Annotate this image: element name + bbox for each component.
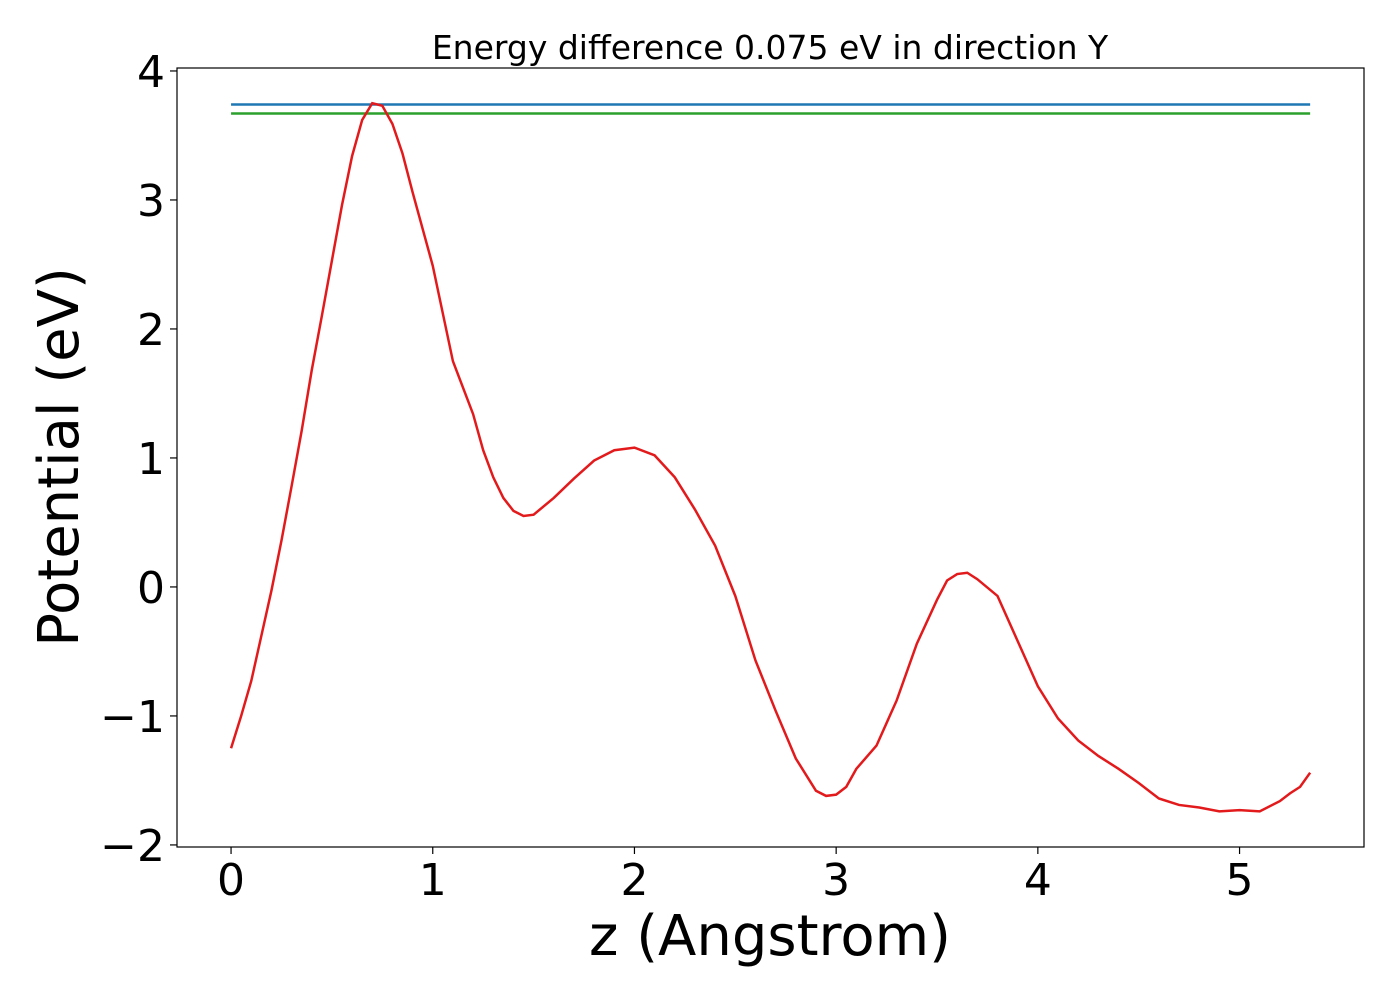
y-tick-label: 4	[137, 47, 165, 98]
plot-frame	[176, 67, 1365, 848]
y-tick-label: −1	[100, 692, 165, 743]
chart-title: Energy difference 0.075 eV in direction …	[432, 28, 1109, 67]
x-tick-label: 1	[419, 855, 447, 906]
y-tick-label: 0	[137, 563, 165, 614]
x-tick-label: 5	[1226, 855, 1254, 906]
line-series	[229, 101, 1312, 813]
x-axis-label: z (Angstrom)	[589, 904, 951, 969]
y-tick-label: 3	[137, 176, 165, 227]
x-tick-label: 4	[1024, 855, 1052, 906]
y-axis-label: Potential (eV)	[27, 267, 92, 647]
y-tick-label: 1	[137, 434, 165, 485]
x-tick-label: 0	[217, 855, 245, 906]
x-tick-label: 2	[620, 855, 648, 906]
x-tick-label: 3	[822, 855, 850, 906]
y-tick-label: 2	[137, 305, 165, 356]
y-tick-label: −2	[100, 821, 165, 872]
